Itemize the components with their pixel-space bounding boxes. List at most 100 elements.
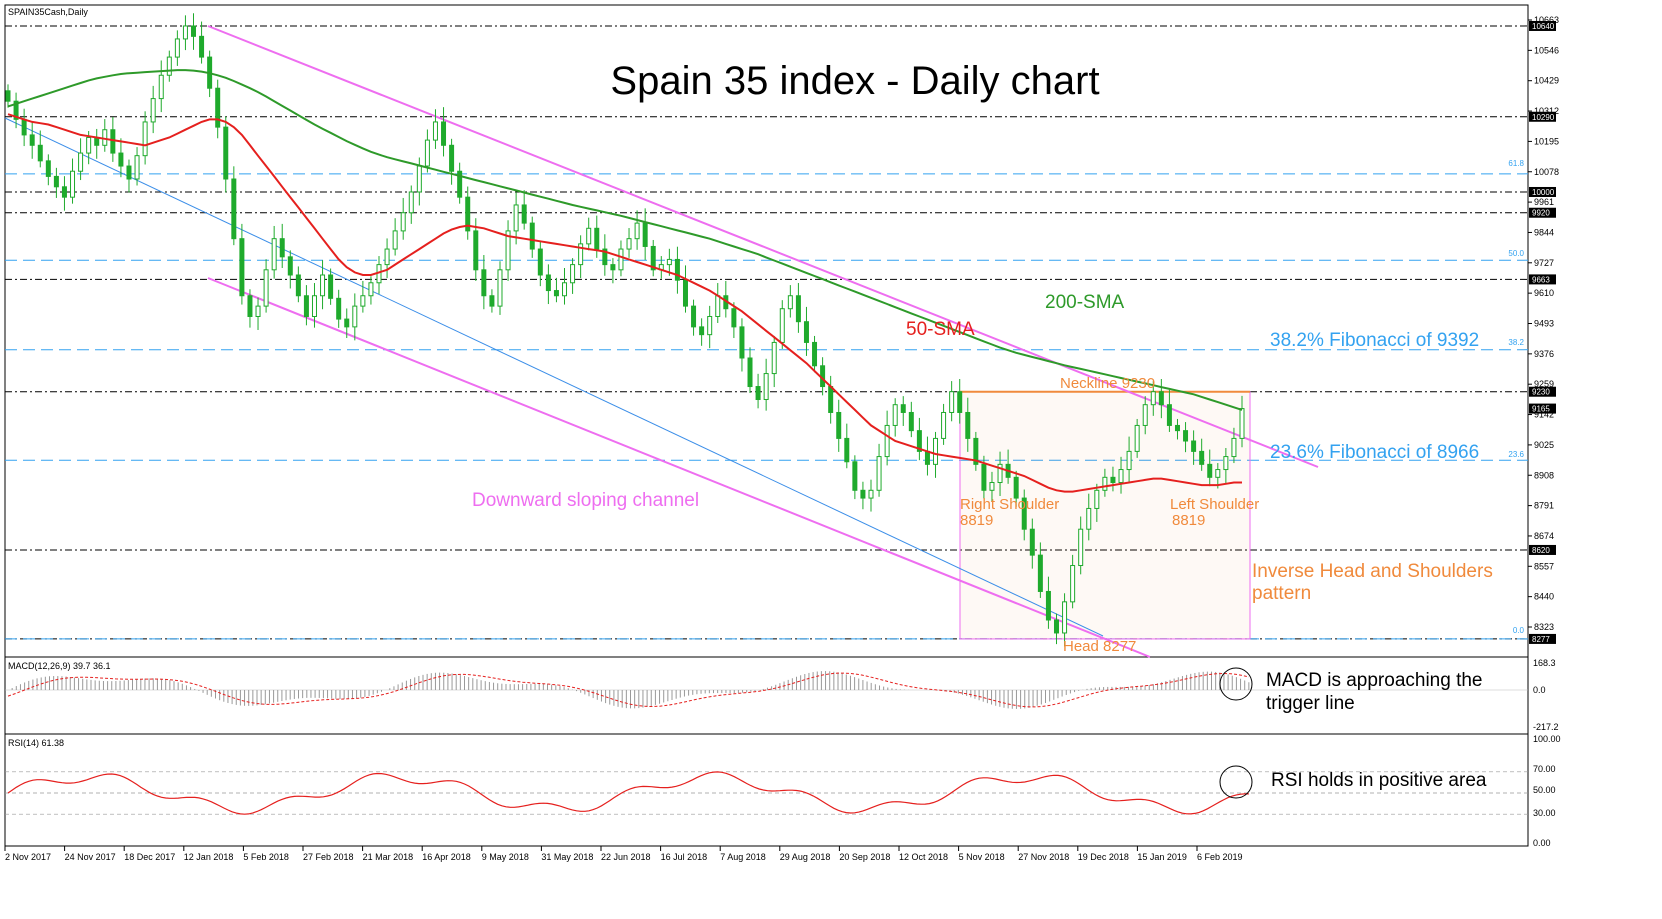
price-tick-label: 10663 [1534,15,1559,25]
candle-body [53,175,59,188]
candle-body [255,305,261,317]
candle-body [110,129,116,154]
candle-body [457,170,463,198]
time-tick-label: 29 Aug 2018 [780,852,831,862]
candle-body [715,295,721,317]
candle-body [691,305,697,328]
chart-title: Spain 35 index - Daily chart [610,59,1099,103]
candle-body [368,282,374,297]
rsi-tick-0: 0.00 [1533,838,1551,848]
candle-body [908,411,914,432]
candle-body [1029,528,1035,556]
candle-body [852,461,858,491]
candle-body [352,305,358,328]
left-shoulder-label: Left Shoulder [1170,496,1259,513]
candle-body [892,404,898,426]
candle-body [812,341,818,367]
pattern-label-2: pattern [1252,583,1311,604]
candle-body [102,129,108,146]
candle-body [303,295,309,317]
level-tag-label: 9230 [1532,388,1550,397]
candle-body [239,238,245,297]
channel-upper-line [207,25,1319,468]
candle-body [1086,507,1092,530]
candle-body [779,308,785,343]
candle-body [336,297,342,320]
fib382-label: 38.2% Fibonacci of 9392 [1270,330,1479,351]
candle-body [247,295,253,317]
candle-body [311,295,317,317]
macd-tick-zero: 0.0 [1533,685,1546,695]
rsi-highlight-circle [1219,765,1253,799]
candle-body [505,230,511,271]
time-tick-label: 5 Nov 2018 [959,852,1005,862]
neckline-label: Neckline 9230 [1060,375,1155,392]
level-tag [1529,544,1556,555]
candle-body [707,315,713,336]
price-tick-label: 10546 [1534,45,1559,55]
candle-body [1102,476,1108,491]
candle-body [45,160,51,177]
candle-body [1126,450,1132,471]
time-tick-label: 24 Nov 2017 [65,852,116,862]
candle-body [1166,404,1172,426]
time-tick-label: 27 Feb 2018 [303,852,354,862]
macd-indicator [5,671,1528,709]
candle-body [360,295,366,307]
rsi-label: RSI(14) 61.38 [8,738,64,748]
candle-body [626,238,632,250]
price-tick-label: 9376 [1534,349,1554,359]
level-tag-label: 9165 [1532,405,1550,414]
price-tick-label: 9493 [1534,319,1554,329]
candle-body [1150,391,1156,406]
price-tick-label: 10195 [1534,136,1559,146]
candle-body [497,269,503,307]
candle-body [570,264,576,284]
candle-body [973,437,979,465]
macd-signal-line [7,672,1250,708]
candle-body [763,373,769,401]
sma200-label: 200-SMA [1045,292,1125,313]
candle-body [142,121,148,157]
candles [5,13,1245,647]
candle-body [1021,497,1027,530]
time-tick-label: 18 Dec 2017 [124,852,175,862]
candle-body [158,74,164,100]
price-tick-label: 8557 [1534,561,1554,571]
fibonacci-levels [5,173,1528,640]
candle-body [562,282,568,297]
candle-body [997,463,1003,484]
fib-500-tag: 50.0 [1508,249,1524,258]
price-tick-label: 9142 [1534,410,1554,420]
candle-body [602,248,608,266]
candle-body [642,222,648,247]
candle-body [578,243,584,266]
candle-body [674,258,680,281]
channel-lower-line [207,277,1151,658]
candle-body [489,295,495,307]
candle-body [989,482,995,491]
candle-body [150,98,156,123]
price-tick-label: 10078 [1534,167,1559,177]
candle-body [941,411,947,439]
time-tick-label: 5 Feb 2018 [243,852,289,862]
candle-body [118,152,124,167]
candle-body [682,279,688,307]
level-tag-label: 10000 [1532,188,1555,197]
candle-body [295,274,301,297]
time-tick-label: 12 Jan 2018 [184,852,234,862]
sma200-line [7,69,1243,411]
price-tick-label: 8791 [1534,501,1554,511]
time-tick-label: 12 Oct 2018 [899,852,948,862]
right-shoulder-value: 8819 [960,512,993,529]
candle-body [13,100,19,120]
level-tag [1529,207,1556,218]
price-tick-label: 8908 [1534,470,1554,480]
candle-body [215,87,221,128]
time-tick-label: 20 Sep 2018 [839,852,890,862]
candle-body [1062,601,1068,634]
candle-body [529,222,535,250]
candle-body [1207,463,1213,478]
price-tick-label: 9844 [1534,227,1554,237]
